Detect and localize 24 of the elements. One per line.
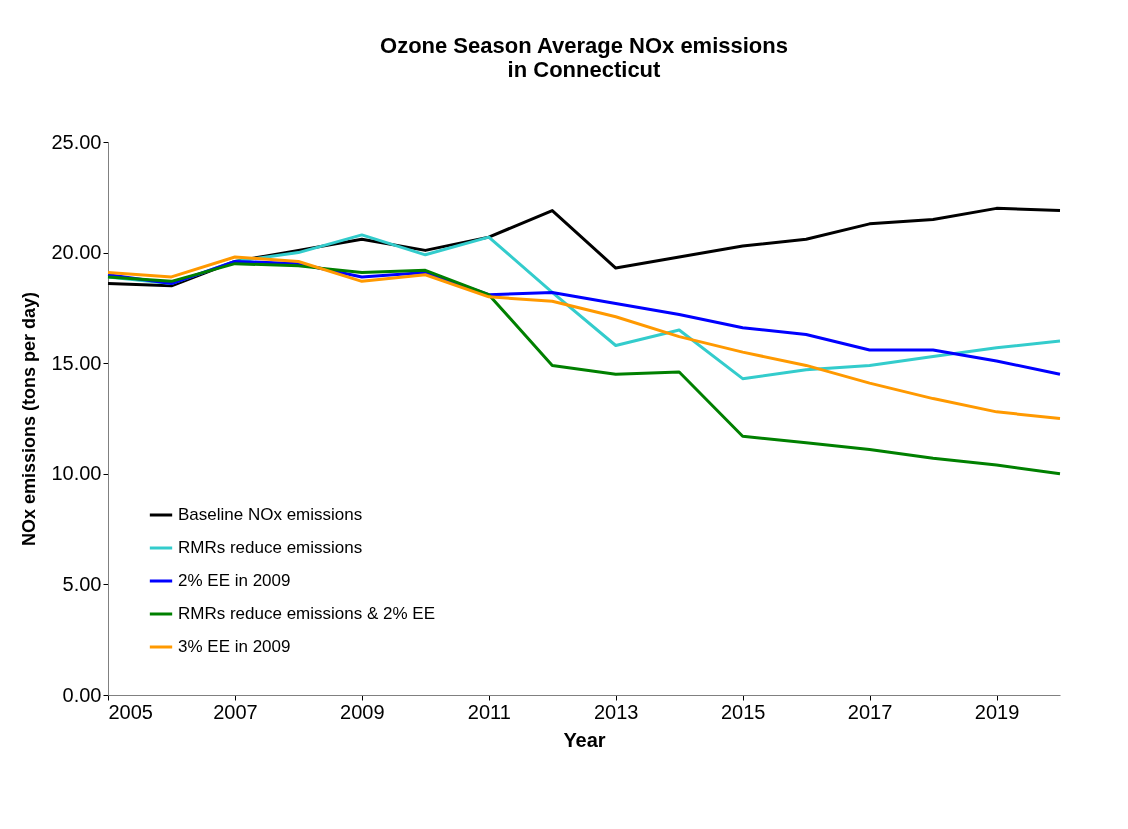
x-axis-title: Year bbox=[563, 728, 606, 751]
y-tick-label: 20.00 bbox=[51, 241, 102, 264]
y-tick-label: 0.00 bbox=[62, 683, 102, 706]
x-tick-label: 2005 bbox=[108, 700, 153, 723]
chart-title: Ozone Season Average NOx emissions in Connecticut bbox=[380, 33, 788, 82]
x-tick-label: 2017 bbox=[847, 700, 893, 723]
legend-label: RMRs reduce emissions bbox=[178, 538, 363, 557]
y-tick-label: 25.00 bbox=[51, 130, 102, 153]
x-tick-label: 2011 bbox=[467, 700, 511, 723]
x-tick-label: 2013 bbox=[593, 700, 639, 723]
x-tick-label: 2015 bbox=[720, 700, 766, 723]
legend-label: RMRs reduce emissions & 2% EE bbox=[178, 604, 435, 623]
line-series bbox=[106, 255, 1062, 420]
line-series bbox=[106, 262, 1062, 476]
y-tick-label: 5.00 bbox=[62, 572, 102, 595]
legend-label: 3% EE in 2009 bbox=[178, 637, 291, 656]
x-tick-label: 2009 bbox=[340, 700, 385, 723]
x-tick-label: 2007 bbox=[213, 700, 258, 723]
y-tick-label: 10.00 bbox=[51, 462, 102, 485]
y-tick-label: 15.00 bbox=[51, 351, 102, 374]
legend-label: Baseline NOx emissions bbox=[178, 505, 363, 524]
x-tick-label: 2019 bbox=[974, 700, 1020, 723]
y-axis-title: NOx emissions (tons per day) bbox=[19, 291, 40, 547]
legend-label: 2% EE in 2009 bbox=[178, 571, 291, 590]
